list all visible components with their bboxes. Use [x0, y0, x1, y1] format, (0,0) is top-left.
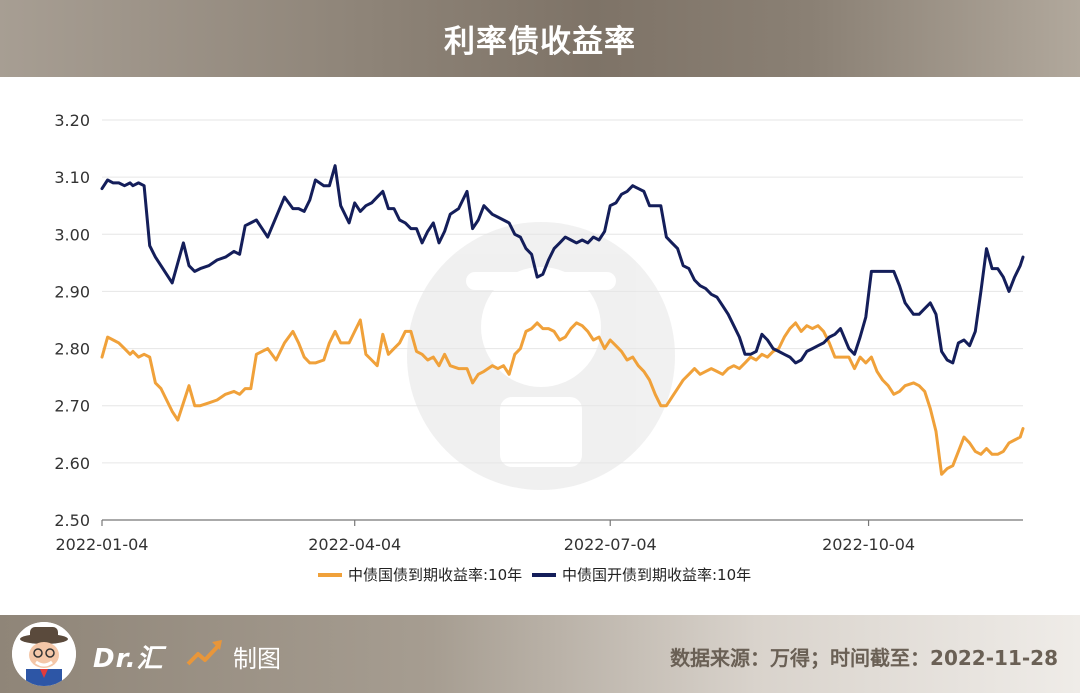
- x-tick-label: 2022-04-04: [308, 535, 401, 554]
- trend-arrow-icon: [186, 640, 222, 666]
- legend-label: 中债国债到期收益率:10年: [348, 566, 522, 584]
- legend-label: 中债国开债到期收益率:10年: [562, 566, 751, 584]
- y-tick-label: 3.10: [54, 168, 90, 187]
- yield-line-chart: 3.20 3.10 3.00 2.90 2.80 2.70 2.60 2.50 2022-01-…: [54, 111, 1025, 584]
- brand-name: Dr.汇: [93, 644, 164, 674]
- series-line-cgb-10y: [100, 318, 1025, 476]
- y-tick-label: 2.50: [54, 511, 90, 530]
- y-tick-label: 3.20: [54, 111, 90, 130]
- y-tick-label: 3.00: [54, 225, 90, 244]
- data-source-note: 数据来源：万得；时间截至：2022-11-28: [670, 646, 1058, 670]
- footer-bar: [0, 615, 1080, 693]
- x-tick-label: 2022-01-04: [56, 535, 149, 554]
- y-tick-label: 2.90: [54, 282, 90, 301]
- header-banner: 利率债收益率: [0, 0, 1080, 77]
- x-tick-label: 2022-07-04: [564, 535, 657, 554]
- x-tick-label: 2022-10-04: [822, 535, 915, 554]
- y-tick-label: 2.60: [54, 454, 90, 473]
- made-by-label: 制图: [233, 645, 281, 673]
- series-line-cdb-10y: [100, 164, 1025, 365]
- y-tick-label: 2.70: [54, 397, 90, 416]
- cartoon-avatar-icon: [12, 622, 76, 686]
- watermark-avatar-icon: [407, 222, 675, 490]
- y-tick-label: 2.80: [54, 340, 90, 359]
- page-title: 利率债收益率: [444, 24, 636, 60]
